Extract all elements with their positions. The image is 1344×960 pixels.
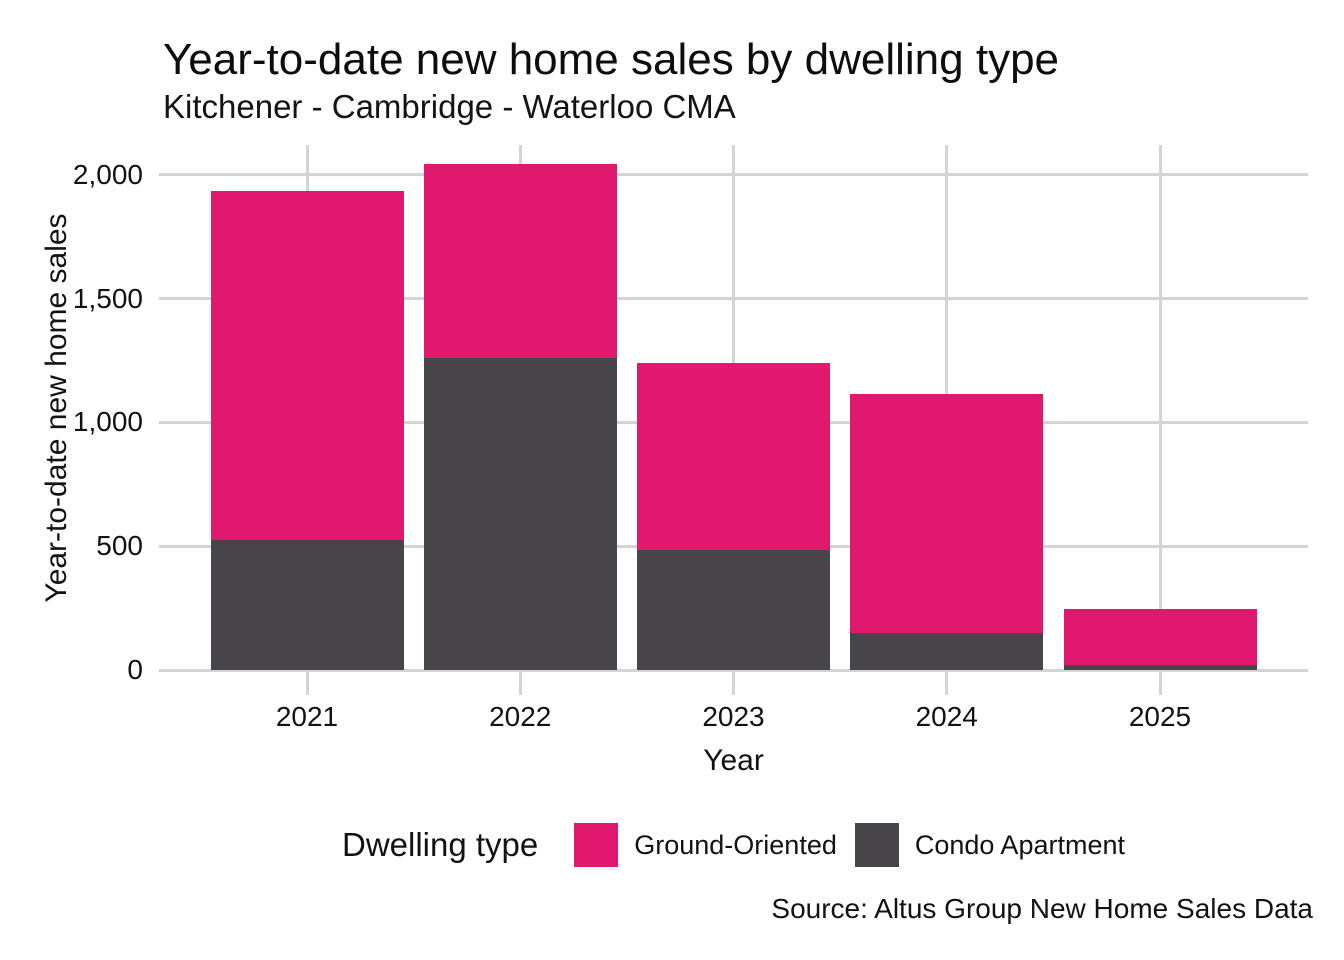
x-axis-tick-label: 2024: [915, 701, 978, 732]
bar-segment-condo-apartment: [637, 549, 830, 670]
bar-segment-ground-oriented: [637, 363, 830, 550]
x-axis-tick-label: 2022: [489, 701, 552, 732]
bar-segment-condo-apartment: [210, 540, 404, 670]
bar-segment-ground-oriented: [210, 191, 404, 541]
legend-entry: Ground-Oriented: [574, 823, 837, 867]
gridline-horizontal: [159, 297, 1308, 301]
y-axis-tick-label: 2,000: [72, 158, 143, 190]
x-axis-tick: [305, 670, 309, 695]
legend-title: Dwelling type: [341, 826, 539, 863]
chart-title: Year-to-date new home sales by dwelling …: [163, 35, 1060, 84]
y-axis-tick-labels: 0 500 1,000 1,500 2,000: [0, 145, 143, 684]
gridline-horizontal: [159, 173, 1308, 177]
legend: Dwelling type Ground-Oriented Condo Apart…: [159, 820, 1308, 870]
x-axis-title: Year: [703, 744, 764, 777]
plot-panel: 2021 2022 2023 2024 2025: [159, 145, 1308, 732]
bar-segment-ground-oriented: [1063, 609, 1257, 666]
chart-subtitle: Kitchener - Cambridge - Waterloo CMA: [163, 88, 736, 125]
y-axis-tick-label: 0: [127, 654, 143, 685]
bar-segment-ground-oriented: [850, 394, 1044, 633]
x-axis-tick-label: 2023: [702, 701, 765, 732]
x-axis-tick-label: 2025: [1128, 701, 1192, 732]
x-axis-tick-label: 2021: [275, 701, 339, 732]
legend-label: Condo Apartment: [914, 829, 1125, 860]
gridline-vertical: [1158, 145, 1162, 670]
bar-segment-ground-oriented: [423, 163, 617, 359]
x-axis-tick: [945, 670, 949, 695]
x-axis-tick: [1158, 670, 1162, 695]
y-axis-tick-label: 500: [96, 530, 143, 562]
legend-label: Ground-Oriented: [634, 829, 837, 860]
bar-segment-condo-apartment: [850, 632, 1044, 670]
bar-segment-condo-apartment: [423, 358, 617, 670]
legend-swatch-icon: [574, 823, 619, 867]
x-axis-tick: [518, 670, 522, 695]
x-axis-tick: [732, 670, 735, 695]
bar-segment-condo-apartment: [1063, 665, 1257, 670]
source-note: Source: Altus Group New Home Sales Data: [771, 893, 1313, 924]
legend-swatch-icon: [854, 823, 899, 867]
y-axis-tick-label: 1,500: [72, 282, 143, 314]
y-axis-tick-label: 1,000: [72, 406, 143, 438]
legend-entry: Condo Apartment: [854, 823, 1125, 867]
